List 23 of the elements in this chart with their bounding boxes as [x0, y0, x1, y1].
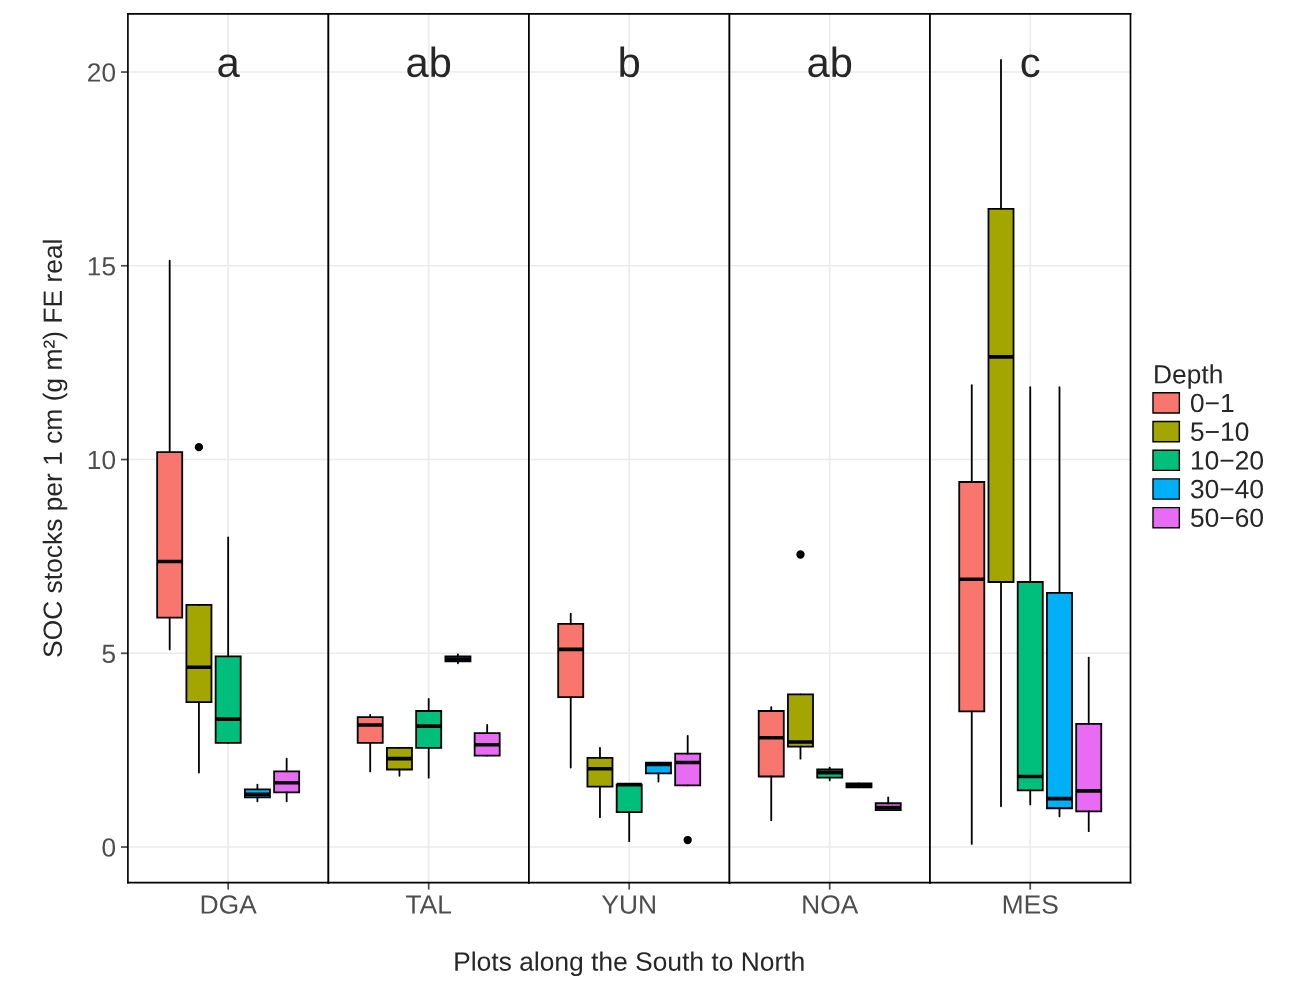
x-tick-label: DGA [201, 895, 257, 914]
y-tick-label: 20 [88, 63, 116, 82]
x-tick-label: YUN [601, 895, 655, 914]
annotation: ab [407, 46, 451, 78]
x-tick-label: TAL [406, 895, 452, 914]
legend-label: 50−60 [1190, 508, 1264, 528]
legend-label: 0−1 [1190, 393, 1234, 413]
x-tick-label: MES [1003, 895, 1058, 914]
legend-title: Depth [1155, 364, 1222, 389]
legend-label: 30−40 [1190, 479, 1264, 499]
y-tick-label: 10 [88, 450, 116, 470]
annotation: a [218, 54, 240, 78]
legend-label: 5−10 [1190, 422, 1249, 442]
y-tick-label: 5 [102, 644, 115, 664]
x-tick-label: NOA [803, 895, 859, 914]
y-tick-label: 0 [102, 838, 116, 857]
annotation: ab [808, 46, 852, 78]
x-axis-title: Plots along the South to North [455, 951, 804, 977]
annotation: b [620, 46, 640, 78]
legend-label: 10−20 [1191, 451, 1264, 470]
y-axis-title: SOC stocks per 1 cm (g m²) FE real [42, 240, 68, 657]
y-tick-label: 15 [88, 257, 115, 276]
annotation: c [1021, 54, 1040, 78]
